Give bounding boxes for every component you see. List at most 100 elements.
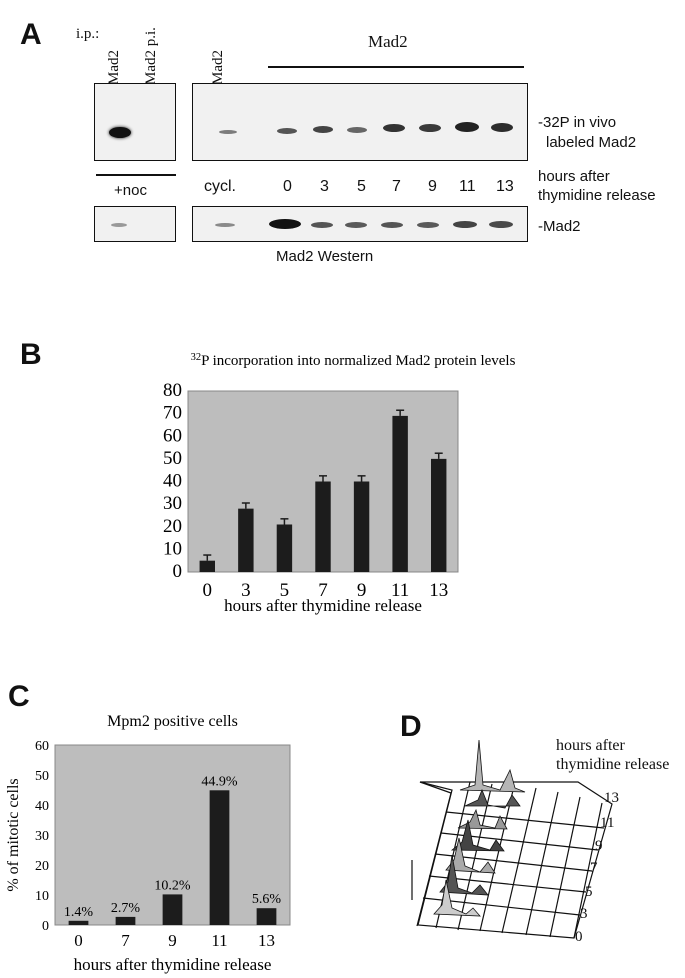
blot-band [215, 223, 235, 227]
blot-band [109, 127, 131, 138]
timepoint-3: 3 [320, 178, 329, 195]
y-tick-label: 10 [163, 538, 182, 559]
bar [315, 481, 331, 572]
group-header-line [268, 66, 524, 68]
noc-line [96, 174, 176, 176]
y-tick-label: 50 [35, 769, 49, 784]
y-tick-label: 80 [163, 380, 182, 401]
facs-time-9: 9 [595, 838, 603, 854]
timepoint-9: 9 [428, 178, 437, 195]
x-tick-label: 3 [241, 580, 251, 601]
x-tick-label: 13 [429, 580, 448, 601]
facs-grid [411, 781, 613, 939]
data-label: 1.4% [64, 905, 94, 920]
y-tick-label: 50 [163, 448, 182, 469]
y-tick-label: 0 [42, 919, 49, 934]
label-32p-line1: -32P in vivo [538, 114, 617, 131]
x-tick-label: 7 [318, 580, 328, 601]
x-tick-label: 5 [280, 580, 290, 601]
timepoint-7: 7 [392, 178, 401, 195]
y-tick-label: 60 [163, 425, 182, 446]
x-tick-label: 0 [74, 931, 83, 950]
facs-time-3: 3 [580, 906, 588, 922]
y-tick-label: 20 [35, 859, 49, 874]
bar [199, 560, 215, 572]
noc-label: +noc [114, 182, 147, 199]
noc-western-box [94, 206, 176, 242]
x-tick-label: 11 [391, 580, 409, 601]
blot-band [269, 219, 301, 229]
panel-b-label: B [20, 338, 42, 371]
blot-band [111, 223, 127, 227]
bar [256, 908, 277, 925]
blot-band [347, 127, 367, 133]
panel-d-label: D [400, 710, 422, 743]
ip-label: i.p.: [76, 26, 100, 42]
western-blot-box [192, 206, 528, 242]
bar [162, 894, 183, 925]
y-tick-label: 30 [163, 493, 182, 514]
facs-time-5: 5 [585, 884, 593, 900]
x-axis-label: hours after thymidine release [74, 955, 272, 974]
x-tick-label: 7 [121, 931, 130, 950]
timepoint-0: 0 [283, 178, 292, 195]
timepoint-13: 13 [496, 178, 514, 195]
bar [353, 481, 370, 572]
bar [392, 415, 408, 572]
chart-title: Mpm2 positive cells [107, 713, 238, 730]
blot-band [419, 124, 441, 132]
timepoint-11: 11 [459, 178, 476, 195]
hours-after-line1: hours after [538, 168, 610, 185]
data-label: 5.6% [252, 892, 282, 907]
mad2-western-right-label: -Mad2 [538, 218, 581, 235]
y-tick-label: 30 [35, 829, 49, 844]
timecourse-blot-box [192, 83, 528, 161]
blot-band [453, 221, 477, 228]
chart-title: 32P incorporation into normalized Mad2 p… [191, 352, 516, 370]
blot-band [311, 222, 333, 228]
hours-after-line2: thymidine release [538, 187, 656, 204]
panel-d-label-line2: thymidine release [556, 756, 670, 773]
x-tick-label: 13 [258, 931, 275, 950]
y-tick-label: 60 [35, 739, 49, 754]
group-header: Mad2 [368, 32, 408, 51]
bar [209, 790, 230, 925]
facs-time-11: 11 [600, 815, 615, 831]
blot-band [219, 130, 237, 134]
blot-band [381, 222, 403, 228]
y-tick-label: 10 [35, 889, 49, 904]
blot-band [491, 123, 513, 132]
blot-band [383, 124, 405, 132]
mad2-western-label: Mad2 Western [276, 248, 374, 265]
ip-blot-box [94, 83, 176, 161]
blot-band [417, 222, 439, 228]
y-tick-label: 20 [163, 516, 182, 537]
timepoint-5: 5 [357, 178, 366, 195]
bar [238, 508, 254, 572]
x-tick-label: 0 [203, 580, 213, 601]
panel-d-label-line1: hours after [556, 737, 625, 754]
cycl-label: cycl. [204, 178, 236, 195]
x-tick-label: 11 [211, 931, 227, 950]
bar [431, 458, 447, 572]
y-axis-label: % of mitotic cells [5, 778, 22, 891]
y-tick-label: 70 [163, 403, 182, 424]
x-axis-label: hours after thymidine release [224, 596, 422, 615]
facs-peaks [433, 739, 526, 917]
bar [115, 916, 136, 925]
data-label: 44.9% [201, 774, 238, 789]
facs-time-7: 7 [590, 860, 598, 876]
panel-c-label: C [8, 680, 30, 713]
bar [68, 920, 89, 925]
blot-band [277, 128, 297, 134]
blot-band [489, 221, 513, 228]
facs-time-0: 0 [575, 929, 583, 945]
panel-a-label: A [20, 18, 42, 51]
data-label: 2.7% [111, 901, 141, 916]
data-label: 10.2% [154, 878, 191, 893]
blot-band [455, 122, 479, 132]
blot-band [313, 126, 333, 133]
